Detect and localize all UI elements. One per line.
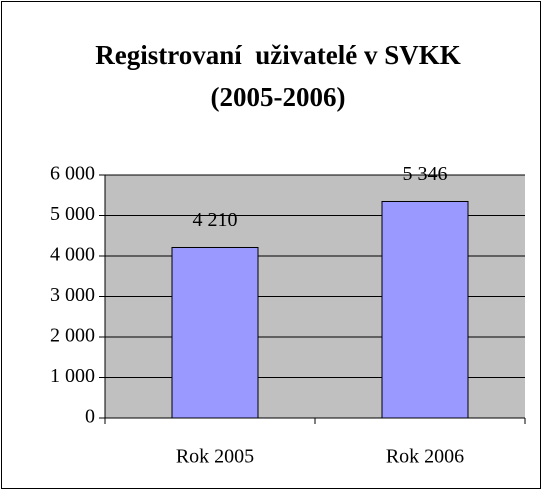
y-tick-label: 1 000 (50, 365, 95, 387)
data-label: 5 346 (403, 163, 448, 185)
chart-title: (2005-2006) (211, 82, 346, 112)
data-label: 4 210 (193, 209, 238, 231)
y-tick-label: 2 000 (50, 325, 95, 347)
y-tick-label: 5 000 (50, 203, 95, 225)
y-tick-label: 3 000 (50, 284, 95, 306)
x-tick-label: Rok 2006 (386, 446, 464, 468)
bar (381, 200, 469, 419)
chart-title: Registrovaní uživatelé v SVKK (95, 40, 460, 70)
y-tick-label: 6 000 (50, 163, 95, 185)
y-tick-label: 0 (85, 406, 95, 428)
y-tick-label: 4 000 (50, 244, 95, 266)
x-tick-label: Rok 2005 (176, 446, 254, 468)
bar (171, 246, 259, 419)
